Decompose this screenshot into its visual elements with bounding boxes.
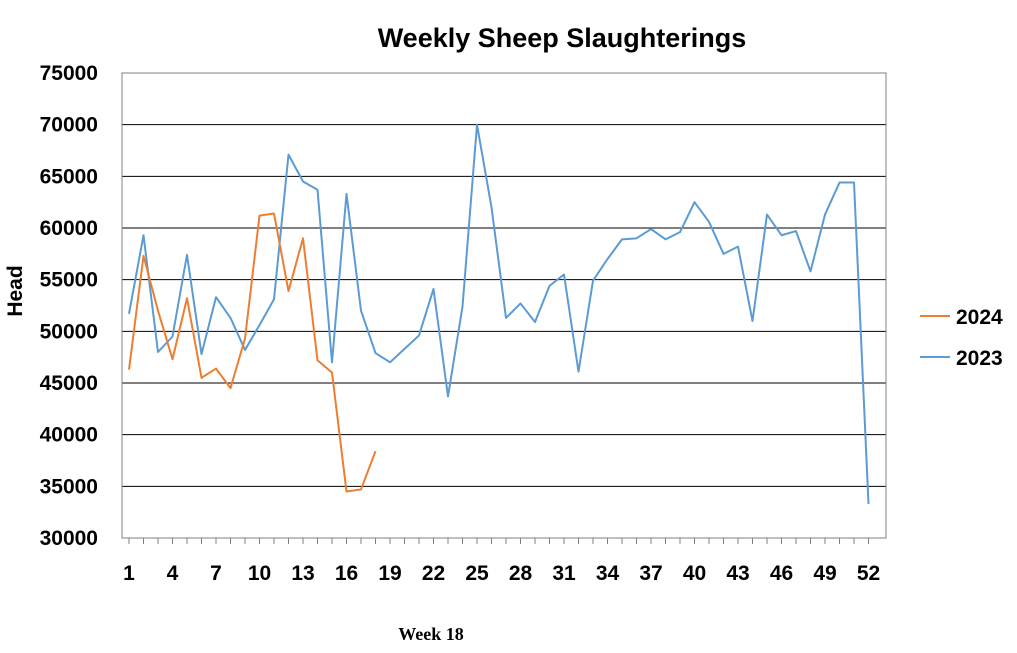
y-axis-tick-labels: 30000 35000 40000 45000 50000 55000 60000 65000… [40,62,98,550]
y-tick-label-75000: 75000 [40,62,98,85]
x-tick-label-16: 16 [335,562,358,585]
x-tick-label-1: 1 [123,562,135,585]
y-tick-label-45000: 45000 [40,372,98,395]
x-tick-label-34: 34 [596,562,620,585]
legend: 2024 2023 [920,306,1003,370]
chart-title: Weekly Sheep Slaughterings [378,23,747,53]
legend-label-2023: 2023 [956,347,1003,370]
x-tick-label-7: 7 [210,562,222,585]
y-tick-label-70000: 70000 [40,114,98,137]
x-tick-label-28: 28 [509,562,533,585]
x-tick-label-22: 22 [422,562,445,585]
y-tick-label-65000: 65000 [40,165,98,188]
x-tick-label-4: 4 [167,562,179,585]
x-axis-tick-labels: 1 4 7 10 13 16 19 22 25 28 31 34 37 40 43 46 49 52 [123,562,880,585]
x-axis-ticks [128,538,869,544]
plot-area-border [121,72,887,539]
x-tick-label-37: 37 [639,562,662,585]
x-tick-label-25: 25 [465,562,489,585]
x-tick-label-52: 52 [857,562,880,585]
legend-label-2024: 2024 [956,306,1003,329]
x-tick-label-13: 13 [291,562,314,585]
y-tick-label-35000: 35000 [40,475,98,498]
x-tick-label-46: 46 [770,562,793,585]
y-tick-label-55000: 55000 [40,269,98,292]
gridlines [122,124,886,487]
x-tick-label-40: 40 [683,562,706,585]
series-lines [128,123,870,504]
x-tick-label-10: 10 [248,562,271,585]
series-line-2023 [128,123,870,504]
x-tick-label-43: 43 [726,562,749,585]
footnote-week: Week 18 [398,624,464,644]
series-line-2024 [128,212,377,493]
x-tick-label-19: 19 [378,562,401,585]
y-tick-label-30000: 30000 [40,527,98,550]
x-tick-label-49: 49 [813,562,836,585]
x-tick-label-31: 31 [552,562,576,585]
y-tick-label-40000: 40000 [40,424,98,447]
y-tick-label-50000: 50000 [40,320,98,343]
y-tick-label-60000: 60000 [40,217,98,240]
y-axis-label: Head [4,265,27,316]
